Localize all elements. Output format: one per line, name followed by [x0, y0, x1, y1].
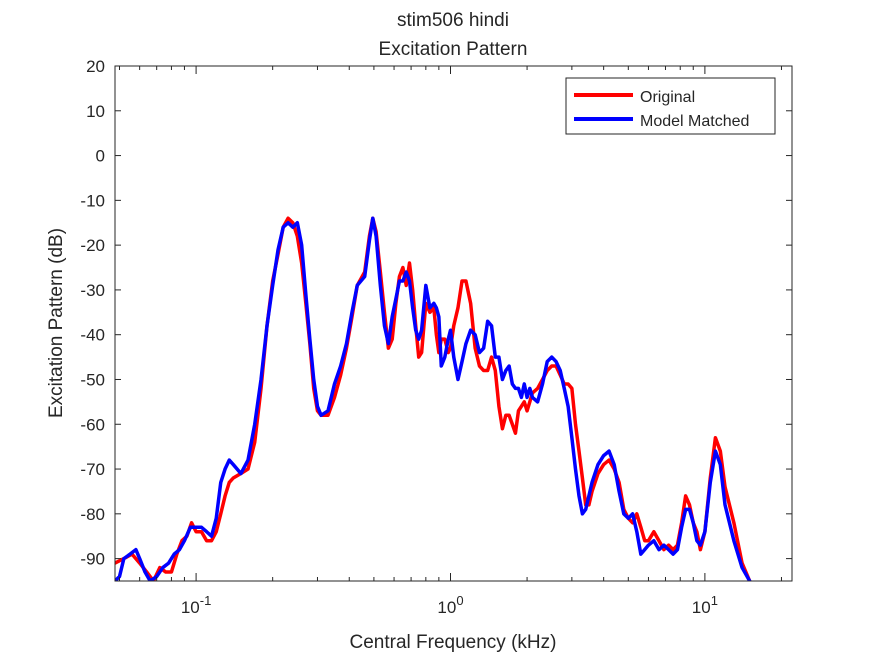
x-tick-exponent: -1	[200, 593, 212, 608]
x-tick-exponent: 0	[456, 593, 463, 608]
y-tick-label: -30	[80, 281, 105, 300]
y-tick-label: -10	[80, 191, 105, 210]
y-tick-label: -80	[80, 505, 105, 524]
chart-subtitle: Excitation Pattern	[379, 39, 528, 60]
x-tick-label: 101	[692, 593, 718, 617]
y-tick-label: 20	[86, 57, 105, 76]
series-line-model-matched	[115, 216, 752, 581]
plot-frame	[114, 65, 793, 582]
x-tick-base: 10	[437, 598, 456, 617]
series-line-original	[115, 216, 752, 581]
y-tick-label: -40	[80, 326, 105, 345]
legend-box	[565, 77, 776, 135]
legend: Original Model Matched	[565, 77, 776, 135]
legend-label-original: Original	[640, 89, 695, 106]
y-tick-label: 10	[86, 102, 105, 121]
y-axis-label: Excitation Pattern (dB)	[46, 228, 67, 418]
y-tick-label: -60	[80, 415, 105, 434]
y-tick-label: -90	[80, 550, 105, 569]
y-tick-label: -70	[80, 460, 105, 479]
legend-label-model-matched: Model Matched	[640, 113, 749, 130]
x-tick-base: 10	[692, 598, 711, 617]
x-axis-label: Central Frequency (kHz)	[350, 632, 557, 653]
x-tick-label: 10-1	[181, 593, 211, 617]
chart-title: stim506 hindi	[397, 10, 509, 31]
y-tick-label: -20	[80, 236, 105, 255]
y-tick-label: 0	[96, 147, 105, 166]
x-tick-exponent: 1	[711, 593, 718, 608]
y-tick-label: -50	[80, 370, 105, 389]
x-tick-base: 10	[181, 598, 200, 617]
series-layer	[115, 216, 752, 581]
x-tick-label: 100	[437, 593, 463, 617]
